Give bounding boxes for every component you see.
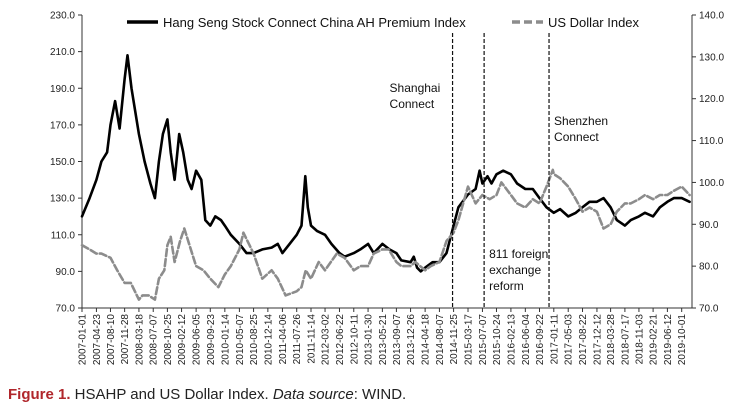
x-tick-label: 2014-04-18 bbox=[421, 314, 432, 366]
y-right-tick-label: 70.0 bbox=[699, 304, 719, 315]
figure-caption: Figure 1. HSAHP and US Dollar Index. Dat… bbox=[8, 386, 406, 403]
y-left-tick-label: 130.0 bbox=[50, 194, 75, 205]
caption-figure-number: Figure 1. bbox=[8, 386, 71, 403]
x-tick-label: 2019-10-01 bbox=[677, 314, 688, 366]
y-left-tick-label: 190.0 bbox=[50, 84, 75, 95]
x-tick-label: 2008-10-25 bbox=[163, 314, 174, 366]
x-tick-label: 2010-08-25 bbox=[249, 314, 260, 366]
x-tick-label: 2016-06-04 bbox=[521, 314, 532, 366]
series-line-hsahp bbox=[80, 53, 691, 273]
series-line-usd bbox=[80, 168, 691, 301]
x-tick-label: 2007-11-28 bbox=[120, 314, 131, 365]
caption-text: HSAHP and US Dollar Index. bbox=[70, 386, 273, 403]
legend-label-hsahp: Hang Seng Stock Connect China AH Premium… bbox=[163, 15, 466, 30]
x-tick-label: 2013-12-26 bbox=[406, 314, 417, 366]
x-tick-label: 2019-06-12 bbox=[663, 314, 674, 366]
x-tick-label: 2015-10-24 bbox=[492, 314, 503, 366]
x-tick-label: 2007-08-10 bbox=[106, 314, 117, 366]
event-label-line: reform bbox=[489, 279, 524, 293]
x-tick-label: 2013-09-07 bbox=[392, 314, 403, 366]
y-left-tick-label: 170.0 bbox=[50, 120, 75, 131]
y-left-tick-label: 230.0 bbox=[50, 11, 75, 22]
x-tick-label: 2011-07-26 bbox=[292, 314, 303, 365]
x-tick-label: 2012-06-22 bbox=[335, 314, 346, 366]
x-tick-label: 2010-12-14 bbox=[263, 314, 274, 366]
event-label-line: Shanghai bbox=[390, 81, 441, 95]
x-tick-label: 2018-03-28 bbox=[606, 314, 617, 366]
x-tick-label: 2013-01-30 bbox=[364, 314, 375, 366]
event-label-line: Connect bbox=[390, 97, 435, 111]
x-tick-label: 2008-03-18 bbox=[134, 314, 145, 366]
x-tick-label: 2015-03-17 bbox=[464, 314, 475, 366]
y-left-tick-label: 150.0 bbox=[50, 157, 75, 168]
x-tick-label: 2014-11-25 bbox=[449, 314, 460, 365]
y-left-tick-label: 90.0 bbox=[56, 267, 76, 278]
y-right-tick-label: 140.0 bbox=[699, 11, 724, 22]
event-label-line: 811 foreign bbox=[489, 247, 548, 261]
x-tick-label: 2012-10-11 bbox=[349, 314, 360, 365]
y-left-tick-label: 210.0 bbox=[50, 47, 75, 58]
x-tick-label: 2019-02-21 bbox=[649, 314, 660, 366]
legend: Hang Seng Stock Connect China AH Premium… bbox=[127, 15, 640, 30]
x-tick-label: 2010-01-14 bbox=[220, 314, 231, 366]
y-left-tick-label: 110.0 bbox=[51, 230, 76, 241]
y-right-tick-label: 120.0 bbox=[699, 94, 724, 105]
y-right-tick-label: 110.0 bbox=[699, 136, 724, 147]
caption-source-label: Data source bbox=[272, 386, 354, 403]
x-tick-label: 2010-05-07 bbox=[235, 314, 246, 366]
event-markers: Shanghai Connect 811 foreign exchange reform… bbox=[390, 33, 608, 308]
x-tick-label: 2014-08-07 bbox=[435, 314, 446, 366]
caption-source-value: : WIND. bbox=[353, 386, 407, 403]
y-right-tick-label: 90.0 bbox=[699, 220, 719, 231]
axes: 70.0 90.0 110.0 130.0 150.0 170.0 190.0 210.0 23… bbox=[50, 11, 724, 366]
x-tick-label: 2007-01-01 bbox=[78, 314, 89, 366]
event-label-shenzhen-connect: Shenzhen Connect bbox=[554, 114, 608, 144]
y-right-tick-label: 100.0 bbox=[699, 178, 724, 189]
x-tick-label: 2013-05-21 bbox=[378, 314, 389, 366]
x-tick-label: 2017-12-12 bbox=[592, 314, 603, 366]
x-tick-label: 2016-09-22 bbox=[535, 314, 546, 366]
event-label-811-fx-reform: 811 foreign exchange reform bbox=[489, 247, 548, 293]
y-left-tick-label: 70.0 bbox=[56, 304, 76, 315]
event-label-shanghai-connect: Shanghai Connect bbox=[390, 81, 441, 111]
x-tick-label: 2011-04-06 bbox=[278, 314, 289, 365]
x-tick-label: 2018-11-03 bbox=[634, 314, 645, 365]
x-tick-label: 2009-02-12 bbox=[177, 314, 188, 366]
chart: 70.0 90.0 110.0 130.0 150.0 170.0 190.0 210.0 23… bbox=[50, 11, 724, 366]
x-tick-label: 2016-02-13 bbox=[506, 314, 517, 366]
event-label-line: Connect bbox=[554, 130, 599, 144]
series-layer bbox=[80, 53, 691, 301]
legend-label-usd: US Dollar Index bbox=[548, 15, 640, 30]
x-tick-label: 2011-11-14 bbox=[307, 314, 318, 364]
x-tick-label: 2008-07-07 bbox=[149, 314, 160, 366]
x-tick-label: 2017-05-03 bbox=[564, 314, 575, 366]
x-tick-label: 2017-01-11 bbox=[549, 314, 560, 365]
x-tick-label: 2012-03-02 bbox=[321, 314, 332, 366]
x-tick-label: 2009-09-23 bbox=[206, 314, 217, 366]
x-tick-label: 2017-08-22 bbox=[578, 314, 589, 366]
x-tick-label: 2015-07-07 bbox=[478, 314, 489, 366]
y-right-tick-label: 130.0 bbox=[699, 52, 724, 63]
y-right-tick-label: 80.0 bbox=[699, 262, 719, 273]
event-label-line: exchange bbox=[489, 263, 541, 277]
event-label-line: Shenzhen bbox=[554, 114, 608, 128]
x-tick-label: 2009-06-05 bbox=[192, 314, 203, 366]
x-tick-label: 2007-04-23 bbox=[92, 314, 103, 366]
x-tick-label: 2018-07-17 bbox=[620, 314, 631, 366]
